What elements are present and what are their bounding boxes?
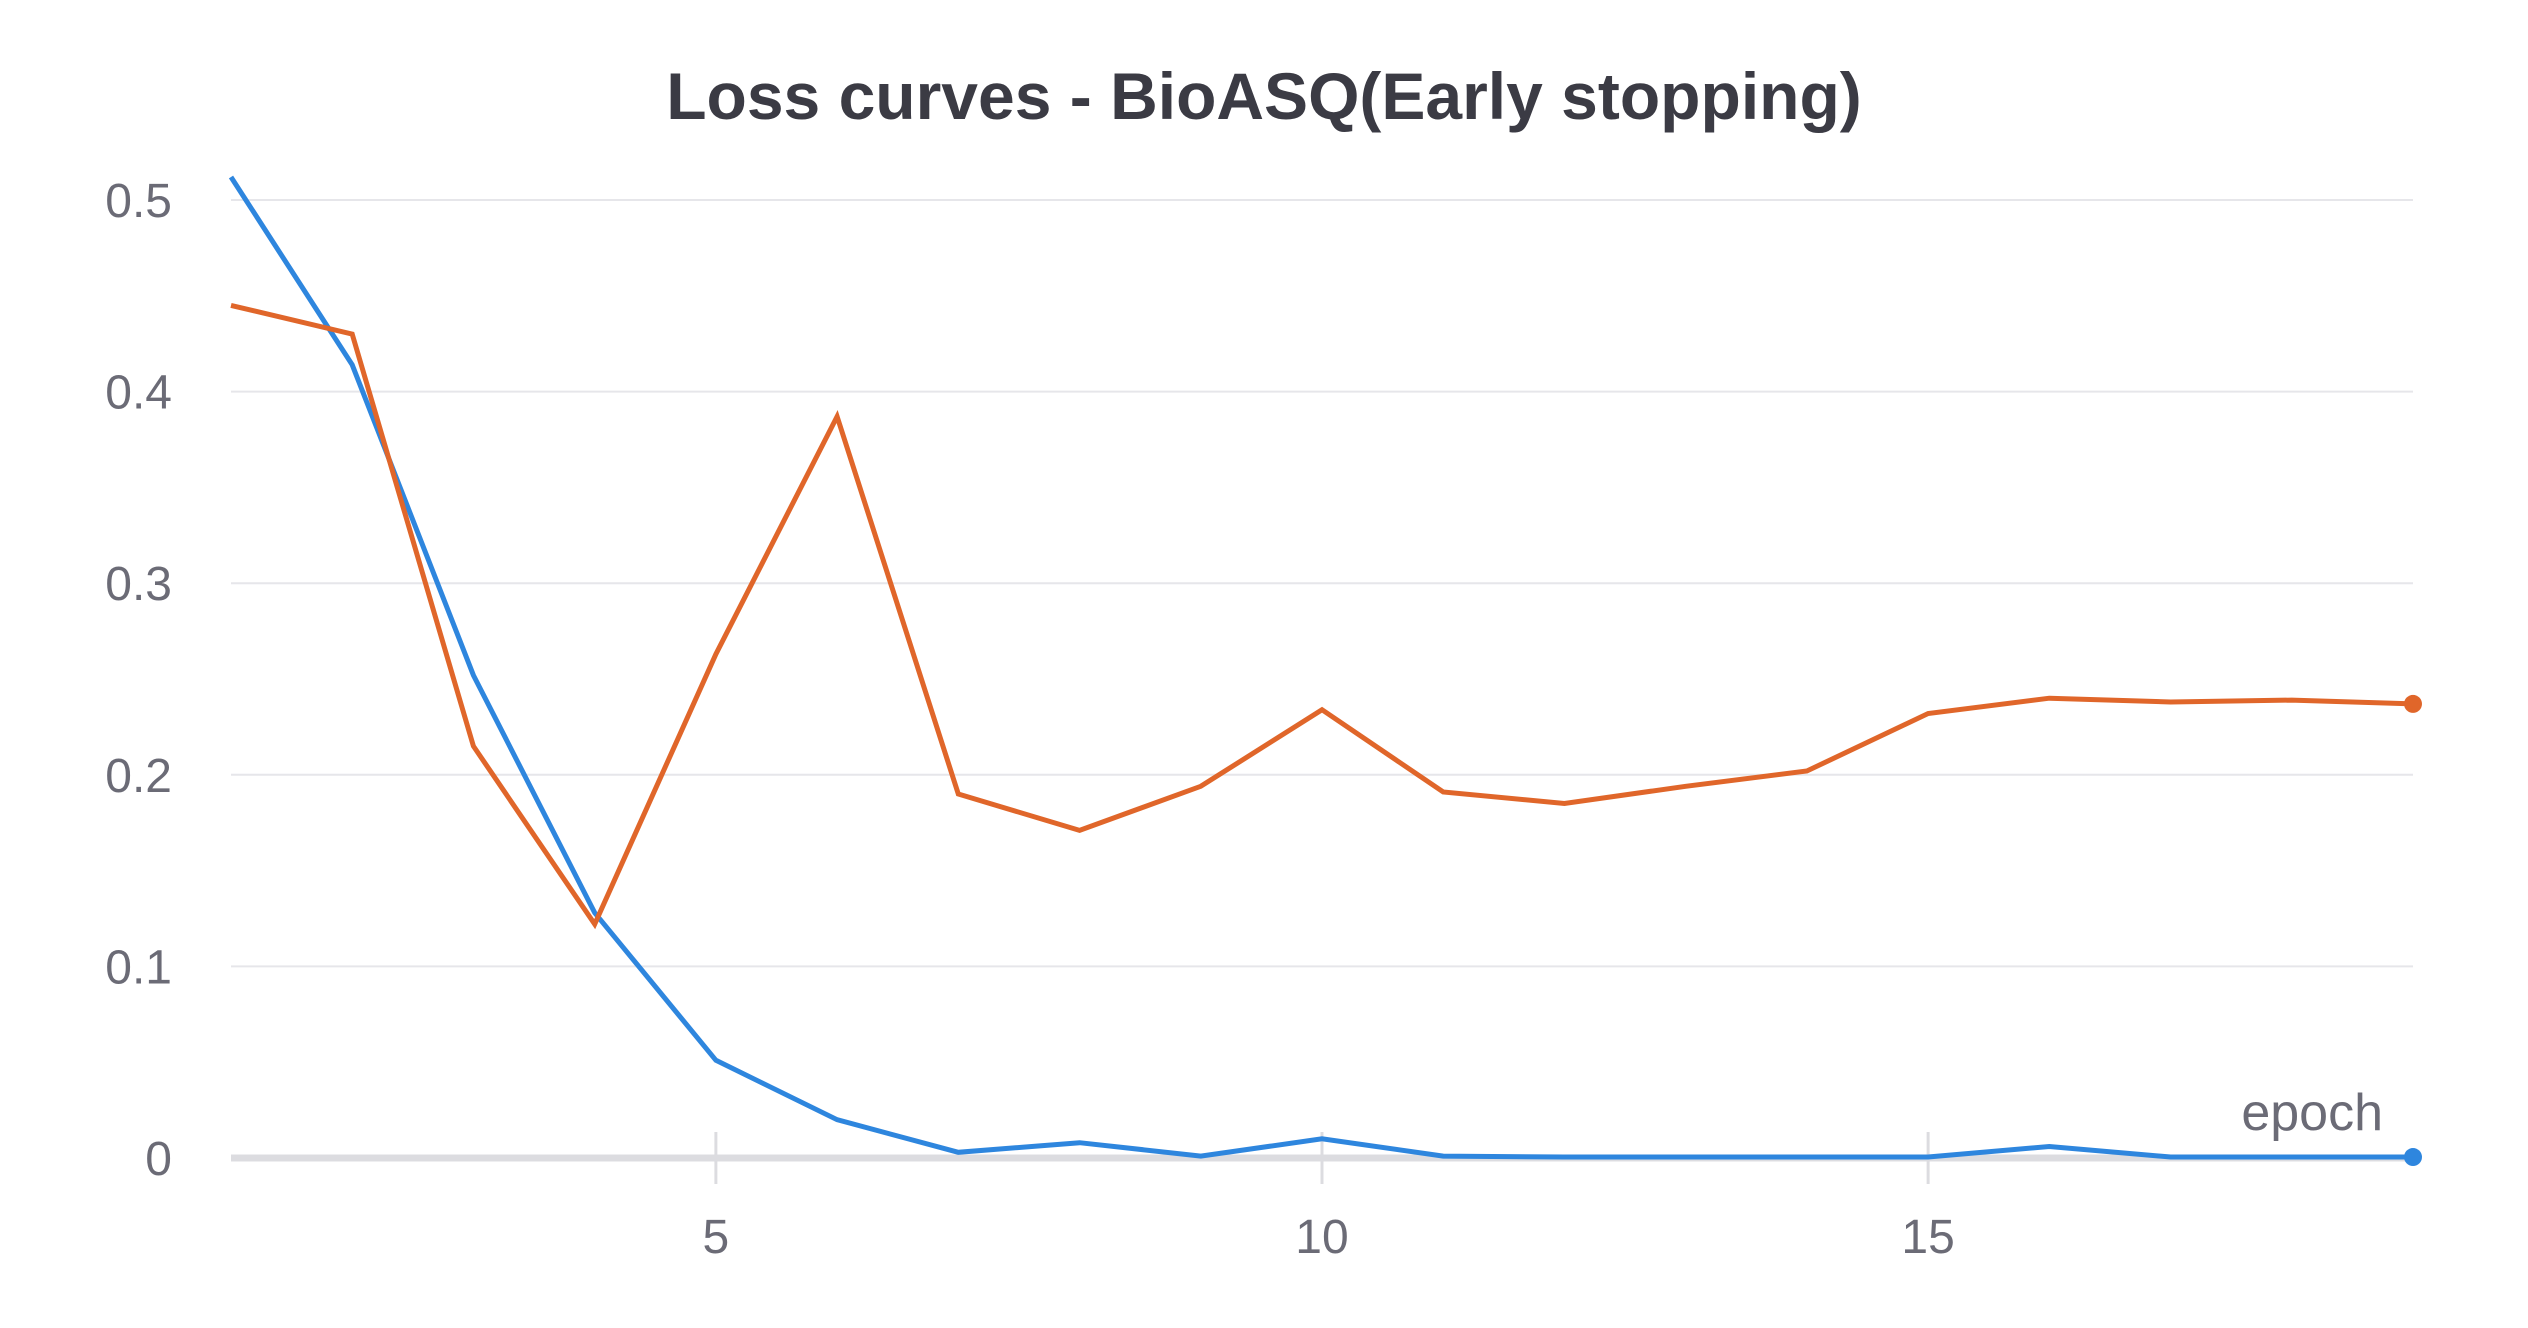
series-endpoint-2 (2404, 694, 2422, 713)
series-endpoint-1 (2404, 1148, 2422, 1167)
x-axis-title: epoch (2241, 1084, 2383, 1142)
series-lines (228, 175, 2422, 1167)
x-tick-label: 5 (703, 1211, 730, 1264)
y-axis: 0 0.1 0.2 0.3 0.4 0.5 (105, 175, 172, 1186)
x-tick-label: 15 (1901, 1211, 1954, 1264)
y-tick-label: 0.3 (105, 558, 172, 611)
series-line-2 (230, 302, 2414, 930)
y-tick-label: 0.1 (105, 941, 172, 994)
y-tick-label: 0.4 (105, 367, 172, 420)
x-tick-label: 10 (1295, 1211, 1348, 1264)
series-line-1 (228, 175, 2413, 1160)
y-tick-label: 0.5 (105, 175, 172, 228)
y-tick-label: 0.2 (105, 750, 172, 803)
x-axis: 5 10 15 (231, 1132, 2413, 1264)
chart-title: Loss curves - BioASQ(Early stopping) (666, 59, 1862, 133)
y-tick-label: 0 (145, 1133, 172, 1186)
gridlines (231, 199, 2413, 968)
